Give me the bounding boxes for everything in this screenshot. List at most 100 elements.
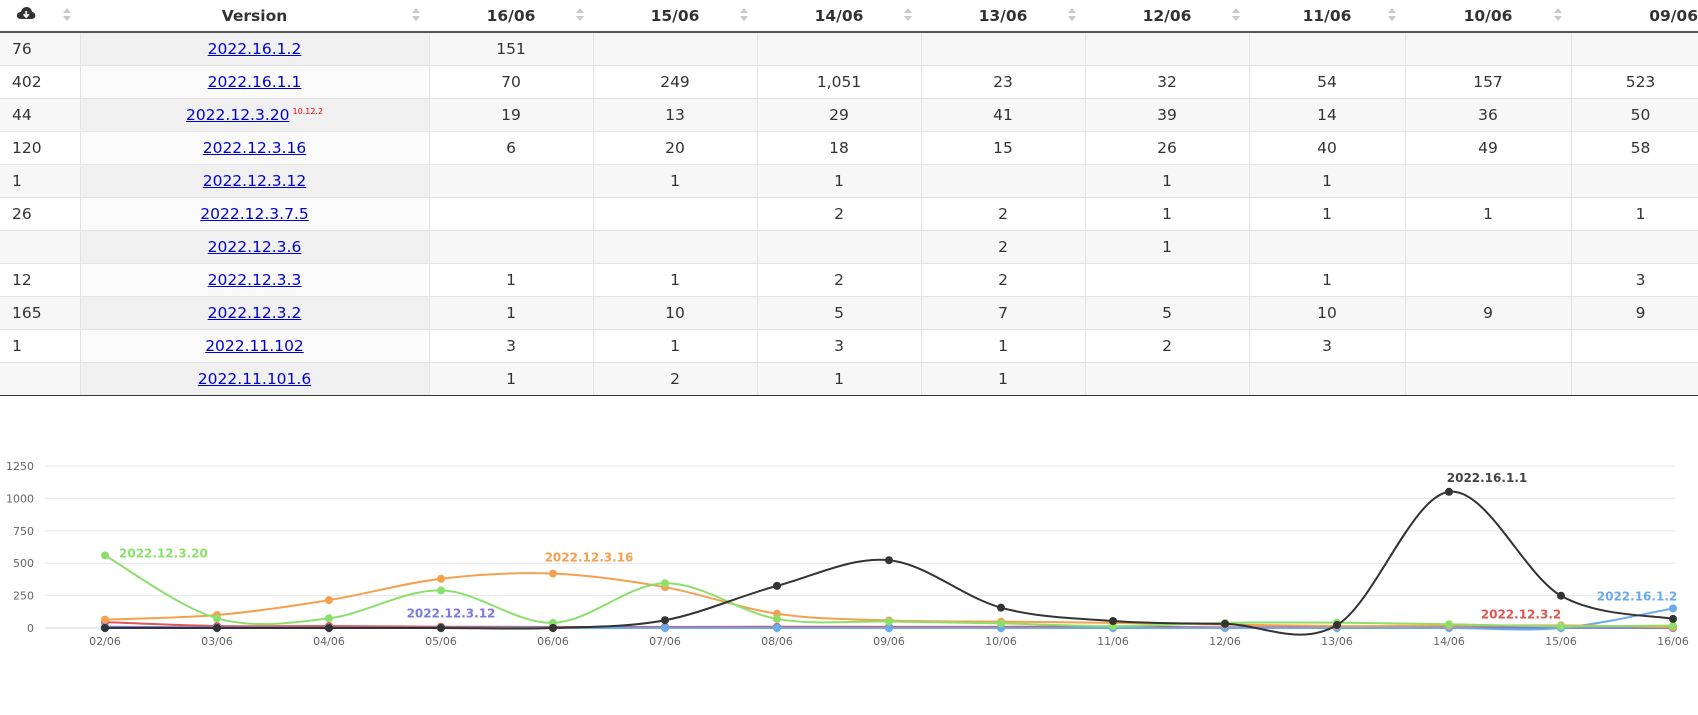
version-link[interactable]: 2022.16.1.1 xyxy=(207,73,302,91)
date-count-cell: 49 xyxy=(1405,131,1572,165)
data-point xyxy=(1669,621,1677,630)
data-point xyxy=(549,624,557,632)
sort-arrows-icon[interactable] xyxy=(411,6,421,24)
sort-arrows-icon[interactable] xyxy=(1067,6,1077,24)
download-column-header[interactable] xyxy=(0,0,80,33)
date-column-header[interactable]: 14/06 xyxy=(757,0,921,33)
x-tick-label: 15/06 xyxy=(1545,635,1577,648)
sort-arrows-icon[interactable] xyxy=(1553,6,1563,24)
sort-arrows-icon[interactable] xyxy=(62,6,72,24)
version-link[interactable]: 2022.12.3.12 xyxy=(202,172,307,190)
data-point xyxy=(101,615,109,624)
x-tick-label: 06/06 xyxy=(537,635,569,648)
y-tick-label: 0 xyxy=(27,622,34,635)
x-tick-label: 10/06 xyxy=(985,635,1017,648)
data-point xyxy=(885,617,893,626)
date-count-cell xyxy=(1571,32,1698,66)
date-count-cell xyxy=(429,230,594,264)
version-link[interactable]: 2022.12.3.6 xyxy=(207,238,302,256)
table-row: 76 2022.16.1.2 151 xyxy=(0,32,1698,66)
date-column-header[interactable]: 16/06 xyxy=(429,0,593,33)
date-count-cell: 2 xyxy=(921,263,1086,297)
download-count-cell: 1 xyxy=(0,329,81,363)
y-tick-label: 1000 xyxy=(6,492,34,505)
series-line xyxy=(105,490,1674,636)
data-point xyxy=(997,619,1005,628)
date-count-cell: 13 xyxy=(593,98,758,132)
x-tick-label: 09/06 xyxy=(873,635,905,648)
data-point xyxy=(213,614,221,623)
download-count-cell: 1 xyxy=(0,164,81,198)
date-count-cell xyxy=(593,32,758,66)
date-count-cell: 1 xyxy=(1571,197,1698,231)
sort-arrows-icon[interactable] xyxy=(575,6,585,24)
date-column-header[interactable]: 15/06 xyxy=(593,0,757,33)
date-count-cell xyxy=(1405,362,1572,396)
version-cell: 2022.12.3.7.5 xyxy=(80,197,430,231)
sort-arrows-icon[interactable] xyxy=(903,6,913,24)
sort-arrows-icon[interactable] xyxy=(1231,6,1241,24)
date-count-cell: 18 xyxy=(757,131,922,165)
table-row: 402 2022.16.1.1 70 249 1,051 23 32 54 157 523 xyxy=(0,65,1698,99)
date-count-cell xyxy=(1405,329,1572,363)
date-count-cell: 2 xyxy=(757,263,922,297)
table-header-row: Version 16/06 15/06 14/06 13/06 12/06 11… xyxy=(0,0,1698,33)
sort-arrows-icon[interactable] xyxy=(1387,6,1397,24)
x-tick-label: 16/06 xyxy=(1657,635,1689,648)
date-column-header[interactable]: 13/06 xyxy=(921,0,1085,33)
series-label: 2022.16.1.1 xyxy=(1447,471,1527,485)
data-point xyxy=(437,624,445,632)
date-column-header[interactable]: 09/06 xyxy=(1571,0,1698,33)
date-count-cell: 10 xyxy=(1249,296,1406,330)
table-row: 165 2022.12.3.2 1 10 5 7 5 10 9 9 xyxy=(0,296,1698,330)
date-count-cell: 40 xyxy=(1249,131,1406,165)
date-count-cell xyxy=(1405,263,1572,297)
version-tag: 10.12.2 xyxy=(292,107,324,116)
cloud-download-icon xyxy=(16,6,36,26)
date-count-cell: 2 xyxy=(921,197,1086,231)
date-column-header[interactable]: 10/06 xyxy=(1405,0,1571,33)
table-row: 2022.12.3.6 2 1 xyxy=(0,230,1698,264)
date-count-cell: 1 xyxy=(921,362,1086,396)
date-count-cell: 1 xyxy=(593,329,758,363)
date-count-cell xyxy=(429,197,594,231)
date-count-cell: 1 xyxy=(429,263,594,297)
version-link[interactable]: 2022.16.1.2 xyxy=(207,40,302,58)
date-count-cell: 3 xyxy=(1249,329,1406,363)
version-column-header[interactable]: Version xyxy=(80,0,429,33)
y-tick-label: 1250 xyxy=(6,460,34,473)
data-point xyxy=(325,624,333,632)
data-point xyxy=(101,551,109,560)
date-count-cell: 1 xyxy=(429,362,594,396)
date-count-cell: 1 xyxy=(921,329,1086,363)
series-label: 2022.12.3.12 xyxy=(407,607,496,621)
date-count-cell: 151 xyxy=(429,32,594,66)
version-link[interactable]: 2022.12.3.20 xyxy=(185,106,290,124)
version-link[interactable]: 2022.12.3.7.5 xyxy=(200,205,309,223)
download-count-cell: 165 xyxy=(0,296,81,330)
version-link[interactable]: 2022.11.102 xyxy=(205,337,304,355)
version-link[interactable]: 2022.12.3.2 xyxy=(207,304,302,322)
date-count-cell: 1 xyxy=(757,164,922,198)
date-count-cell xyxy=(921,32,1086,66)
date-count-cell: 41 xyxy=(921,98,1086,132)
date-column-header[interactable]: 12/06 xyxy=(1085,0,1249,33)
version-cell: 2022.12.3.3 xyxy=(80,263,430,297)
date-count-cell: 1 xyxy=(1249,197,1406,231)
data-point xyxy=(549,569,557,578)
version-link[interactable]: 2022.11.101.6 xyxy=(197,370,312,388)
data-point xyxy=(325,614,333,623)
data-point xyxy=(661,579,669,588)
table-row: 44 2022.12.3.20 10.12.2 19 13 29 41 39 14 36 50 xyxy=(0,98,1698,132)
date-count-cell: 523 xyxy=(1571,65,1698,99)
date-count-cell: 3 xyxy=(1571,263,1698,297)
date-count-cell xyxy=(1085,362,1250,396)
version-link[interactable]: 2022.12.3.16 xyxy=(202,139,307,157)
series-line xyxy=(104,554,1674,628)
sort-arrows-icon[interactable] xyxy=(739,6,749,24)
x-tick-label: 08/06 xyxy=(761,635,793,648)
x-tick-label: 12/06 xyxy=(1209,635,1241,648)
version-link[interactable]: 2022.12.3.3 xyxy=(207,271,302,289)
y-tick-label: 750 xyxy=(13,525,34,538)
date-column-header[interactable]: 11/06 xyxy=(1249,0,1405,33)
